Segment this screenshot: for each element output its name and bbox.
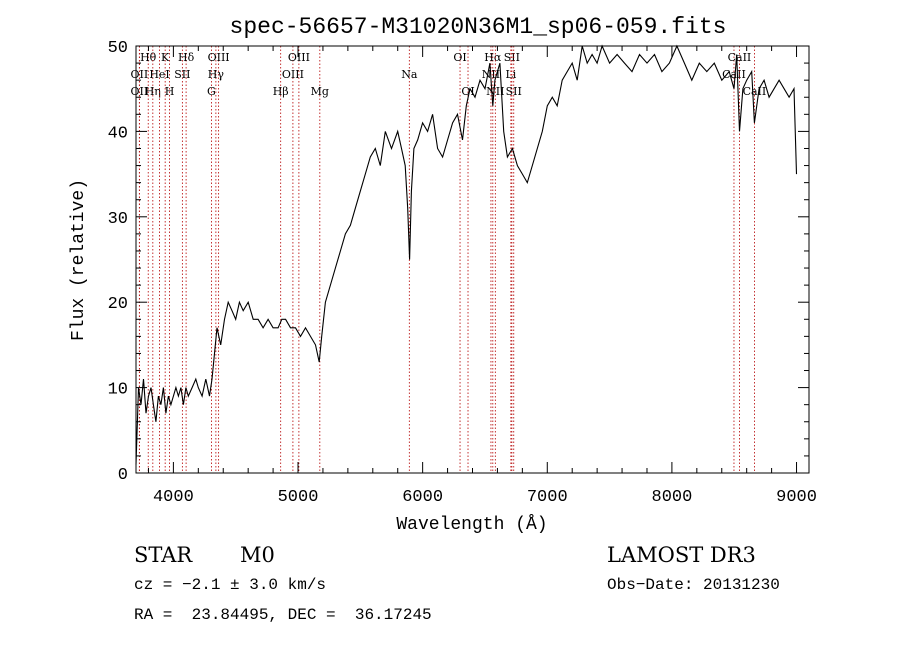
line-label-18: OI [461, 85, 474, 98]
line-label-27: CaII [743, 85, 767, 98]
line-label-2: OII [131, 85, 149, 98]
axis-ticks: 4000 5000 6000 7000 8000 9000 0 10 20 30 40 50 [108, 39, 817, 507]
line-label-24: SII [506, 85, 522, 98]
y-tick-label: 50 [108, 39, 128, 58]
line-label-21: NII [486, 85, 504, 98]
y-tick-label: 30 [108, 210, 128, 229]
line-label-23: SII [504, 51, 520, 64]
y-tick-label: 10 [108, 381, 128, 400]
x-tick-label: 6000 [402, 488, 443, 507]
y-tick-label: 0 [118, 466, 128, 485]
redshift-cz: cz = −2.1 ± 3.0 km/s [134, 576, 326, 594]
line-label-17: OI [453, 51, 466, 64]
line-label-4: HeI [149, 68, 169, 81]
line-label-13: OIII [282, 68, 304, 81]
y-axis-label: Flux (relative) [69, 179, 89, 341]
line-label-22: Li [505, 68, 516, 81]
chart-title: spec-56657-M31020N36M1_sp06-059.fits [230, 14, 727, 40]
line-label-9: G [207, 85, 216, 98]
x-tick-label: 8000 [652, 488, 693, 507]
obs-date: Obs−Date: 20131230 [607, 576, 780, 594]
line-label-14: OIII [288, 51, 310, 64]
line-label-15: Mg [311, 85, 329, 98]
line-label-25: CaII [722, 68, 746, 81]
ra-dec: RA = 23.84495, DEC = 36.17245 [134, 606, 432, 624]
line-label-6: H [165, 85, 175, 98]
x-axis-label: Wavelength (Å) [396, 514, 547, 535]
line-label-10: Hγ [208, 68, 225, 81]
object-subclass: M0 [240, 543, 275, 567]
x-tick-label: 7000 [527, 488, 568, 507]
line-label-7: SII [174, 68, 190, 81]
x-tick-label: 4000 [153, 488, 194, 507]
plot-frame [135, 45, 810, 474]
line-label-20: Hα [484, 51, 502, 64]
line-label-12: Hβ [273, 85, 289, 98]
line-markers: HθOIIOIIHηHeIKHSIIHδGHγOIIIHβOIIIOIIIMgN… [131, 46, 767, 473]
line-label-26: CaII [728, 51, 752, 64]
survey-name: LAMOST DR3 [607, 543, 756, 567]
y-tick-label: 20 [108, 295, 128, 314]
y-tick-label: 40 [108, 124, 128, 143]
line-label-11: OIII [208, 51, 230, 64]
x-tick-label: 5000 [278, 488, 319, 507]
line-label-8: Hδ [178, 51, 195, 64]
line-label-16: Na [401, 68, 418, 81]
line-label-5: K [161, 51, 170, 64]
object-class: STAR [134, 543, 193, 567]
x-tick-label: 9000 [776, 488, 817, 507]
line-label-0: Hθ [140, 51, 157, 64]
line-label-3: Hη [145, 85, 161, 98]
spectrum-line [135, 44, 798, 465]
